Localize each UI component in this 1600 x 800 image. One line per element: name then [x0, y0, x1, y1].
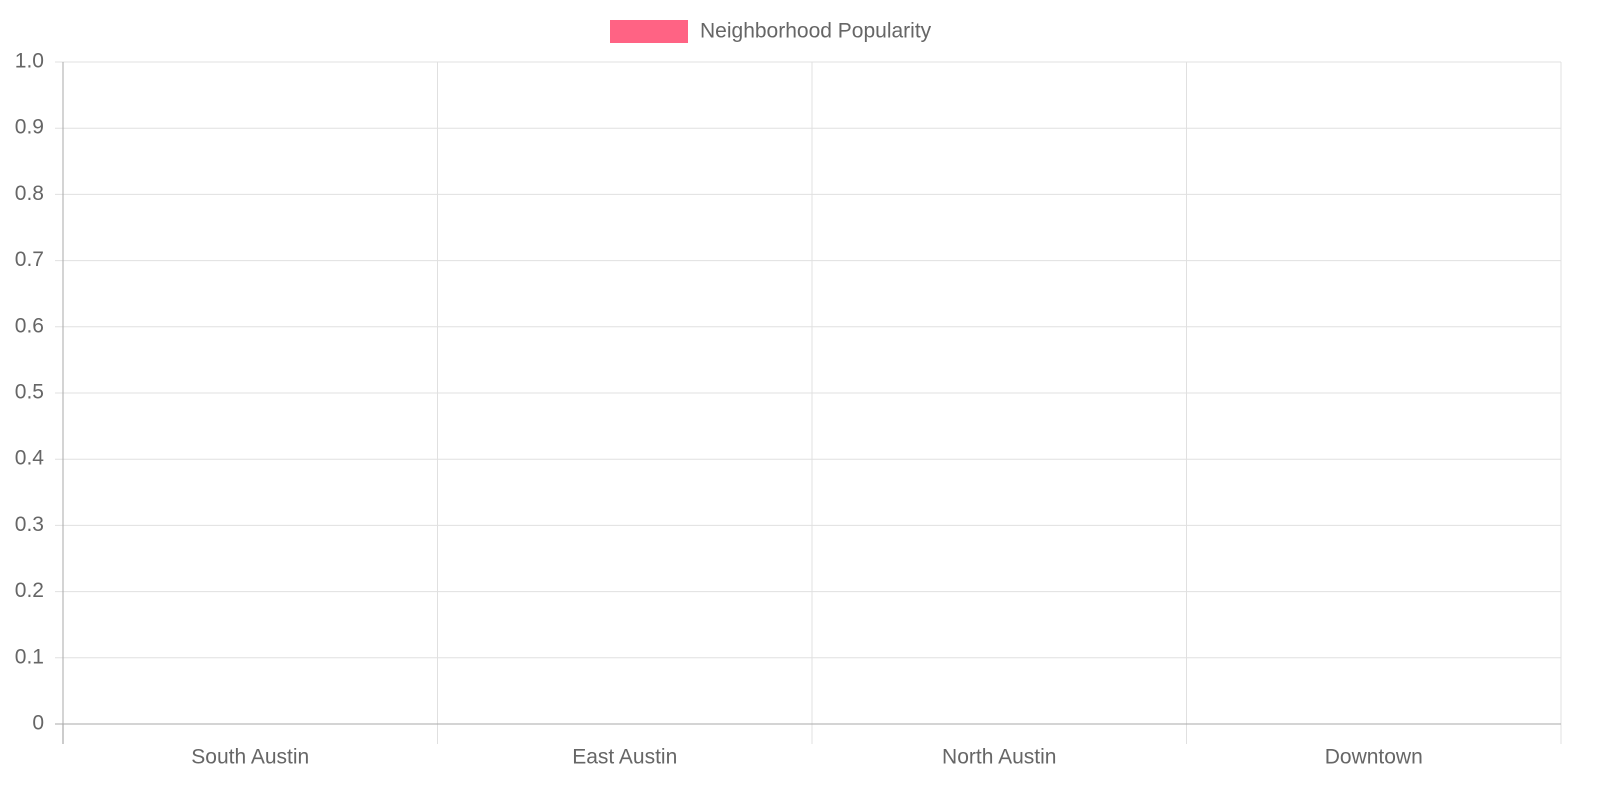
y-tick-label: 0.1: [15, 645, 44, 668]
x-tick-label: Downtown: [1325, 746, 1423, 769]
x-tick-label: South Austin: [191, 746, 309, 769]
y-tick-label: 0.5: [15, 381, 44, 404]
y-tick-label: 1.0: [15, 50, 44, 73]
y-tick-label: 0.8: [15, 182, 44, 205]
y-tick-label: 0.3: [15, 513, 44, 536]
legend-label: Neighborhood Popularity: [700, 20, 932, 43]
x-tick-label: East Austin: [572, 746, 677, 769]
y-tick-label: 0.4: [15, 447, 45, 470]
y-tick-label: 0.7: [15, 248, 44, 271]
y-tick-label: 0.2: [15, 579, 44, 602]
x-tick-label: North Austin: [942, 746, 1056, 769]
y-tick-label: 0: [32, 712, 44, 735]
legend-swatch: [610, 20, 688, 43]
y-tick-label: 0.6: [15, 314, 44, 337]
y-tick-label: 0.9: [15, 116, 44, 139]
